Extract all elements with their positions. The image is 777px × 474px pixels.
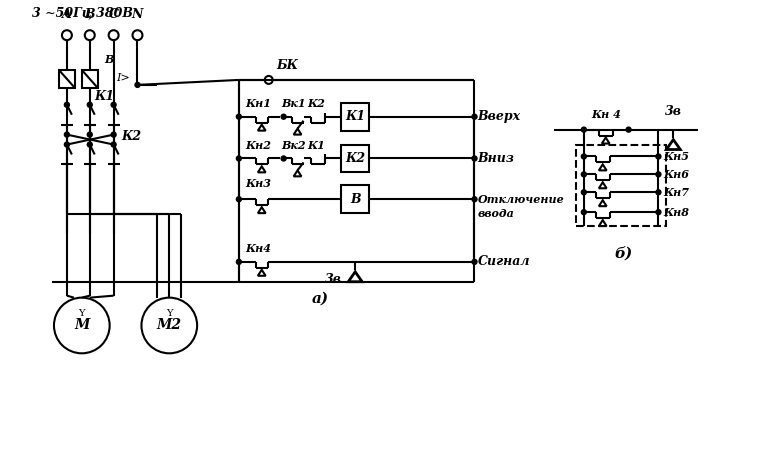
Circle shape bbox=[111, 102, 116, 107]
Text: М2: М2 bbox=[157, 319, 182, 332]
Bar bbox=[341, 185, 369, 213]
Text: B: B bbox=[85, 8, 95, 21]
Circle shape bbox=[581, 172, 587, 177]
Text: Вверх: Вверх bbox=[478, 110, 521, 123]
Text: В: В bbox=[350, 193, 361, 206]
Text: Кн8: Кн8 bbox=[664, 207, 689, 218]
Bar bbox=[59, 70, 75, 88]
Text: а): а) bbox=[312, 292, 329, 306]
Text: К2: К2 bbox=[308, 98, 326, 109]
Text: Кн3: Кн3 bbox=[246, 178, 272, 189]
Circle shape bbox=[656, 210, 661, 215]
Circle shape bbox=[581, 190, 587, 195]
Circle shape bbox=[64, 102, 69, 107]
Text: К1: К1 bbox=[95, 90, 115, 103]
Text: Y: Y bbox=[78, 309, 85, 318]
Text: Кн6: Кн6 bbox=[664, 169, 689, 180]
Circle shape bbox=[281, 156, 286, 161]
Circle shape bbox=[111, 142, 116, 147]
Circle shape bbox=[236, 156, 242, 161]
Bar bbox=[341, 103, 369, 131]
Text: Вниз: Вниз bbox=[478, 152, 514, 165]
Circle shape bbox=[656, 154, 661, 159]
Text: 3в: 3в bbox=[665, 105, 682, 118]
Circle shape bbox=[87, 142, 92, 147]
Bar bbox=[576, 145, 667, 226]
Circle shape bbox=[135, 82, 140, 87]
Text: Кн 4: Кн 4 bbox=[591, 109, 621, 120]
Text: К1: К1 bbox=[345, 110, 365, 123]
Circle shape bbox=[281, 114, 286, 119]
Circle shape bbox=[472, 259, 477, 264]
Bar bbox=[341, 145, 369, 173]
Circle shape bbox=[87, 102, 92, 107]
Circle shape bbox=[472, 197, 477, 202]
Text: М: М bbox=[74, 319, 89, 332]
Text: ввода: ввода bbox=[478, 208, 514, 219]
Circle shape bbox=[236, 114, 242, 119]
Text: Кн2: Кн2 bbox=[246, 139, 272, 151]
Circle shape bbox=[472, 114, 477, 119]
Text: Кн4: Кн4 bbox=[246, 243, 272, 254]
Text: Y: Y bbox=[166, 309, 172, 318]
Circle shape bbox=[626, 127, 631, 132]
Circle shape bbox=[581, 210, 587, 215]
Text: N: N bbox=[132, 8, 143, 21]
Text: БК: БК bbox=[277, 59, 298, 72]
Circle shape bbox=[64, 142, 69, 147]
Text: Вк1: Вк1 bbox=[281, 98, 306, 109]
Text: Отключение: Отключение bbox=[478, 194, 564, 205]
Bar bbox=[82, 70, 98, 88]
Circle shape bbox=[87, 132, 92, 137]
Text: К1: К1 bbox=[308, 139, 326, 151]
Text: Кн1: Кн1 bbox=[246, 98, 272, 109]
Text: C: C bbox=[109, 8, 119, 21]
Circle shape bbox=[472, 156, 477, 161]
Circle shape bbox=[236, 197, 242, 202]
Text: Сигнал: Сигнал bbox=[478, 255, 530, 268]
Text: В: В bbox=[104, 54, 113, 65]
Text: Вк2: Вк2 bbox=[281, 139, 306, 151]
Text: б): б) bbox=[615, 247, 632, 261]
Circle shape bbox=[581, 154, 587, 159]
Circle shape bbox=[236, 259, 242, 264]
Text: Кн7: Кн7 bbox=[664, 187, 689, 198]
Circle shape bbox=[64, 132, 69, 137]
Text: A: A bbox=[62, 8, 71, 21]
Circle shape bbox=[581, 127, 587, 132]
Circle shape bbox=[656, 172, 661, 177]
Text: К2: К2 bbox=[121, 129, 141, 143]
Text: I>: I> bbox=[117, 73, 131, 83]
Circle shape bbox=[656, 190, 661, 195]
Text: 3в: 3в bbox=[325, 273, 342, 286]
Text: К2: К2 bbox=[345, 152, 365, 165]
Text: Кн5: Кн5 bbox=[664, 151, 689, 162]
Circle shape bbox=[111, 132, 116, 137]
Text: 3 ~50Гц 380В: 3 ~50Гц 380В bbox=[32, 7, 133, 20]
